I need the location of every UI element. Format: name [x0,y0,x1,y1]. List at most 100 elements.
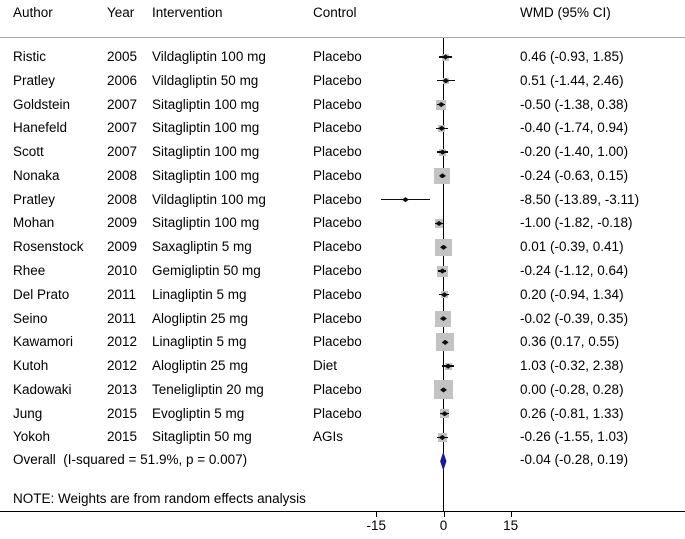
year-cell: 2009 [107,215,138,231]
author-cell: Jung [13,405,43,421]
point-marker [401,197,409,203]
intervention-cell: Linagliptin 5 mg [152,286,247,302]
point-marker [437,101,445,108]
column-header-control: Control [313,5,357,20]
year-cell: 2012 [107,358,138,374]
header-divider-line [0,37,685,38]
year-cell: 2006 [107,72,138,88]
wmd-cell: 0.46 (-0.93, 1.85) [520,49,624,64]
author-cell: Rhee [13,263,46,279]
axis-line [0,511,685,513]
wmd-cell: -0.20 (-1.40, 1.00) [520,144,629,160]
year-cell: 2013 [107,381,138,397]
wmd-cell: -8.50 (-13.89, -3.11) [520,191,640,207]
axis-tick-label: 0 [439,518,448,533]
point-marker [438,268,446,274]
control-cell: Placebo [313,286,362,302]
column-header-wmd: WMD (95% CI) [520,5,611,20]
column-header-intervention: Intervention [152,5,223,20]
overall-label: Overall (I-squared = 51.9%, p = 0.007) [13,452,248,467]
wmd-cell: 0.00 (-0.28, 0.28) [520,381,624,397]
year-cell: 2012 [107,334,138,350]
author-cell: Yokoh [13,429,51,445]
year-cell: 2007 [107,96,138,112]
control-cell: Placebo [313,191,362,207]
author-cell: Kutoh [13,358,49,374]
overall-diamond-shape [440,451,447,471]
author-cell: Kawamori [13,334,74,350]
intervention-cell: Teneligliptin 20 mg [152,381,264,397]
intervention-cell: Sitagliptin 100 mg [152,215,260,231]
year-cell: 2011 [107,310,137,326]
control-cell: Diet [313,358,338,374]
intervention-cell: Evogliptin 5 mg [152,405,245,421]
control-cell: Placebo [313,334,362,350]
intervention-cell: Gemigliptin 50 mg [152,263,261,279]
intervention-cell: Vildagliptin 100 mg [152,49,266,64]
author-cell: Rosenstock [13,239,84,255]
intervention-cell: Sitagliptin 100 mg [152,96,260,112]
year-cell: 2015 [107,429,138,445]
wmd-cell: -0.40 (-1.74, 0.94) [520,120,629,136]
author-cell: Pratley [13,191,56,207]
column-header-author: Author [13,5,53,20]
intervention-cell: Sitagliptin 100 mg [152,120,260,136]
year-cell: 2009 [107,239,138,255]
intervention-cell: Linagliptin 5 mg [152,334,247,350]
point-marker [439,149,447,155]
intervention-cell: Alogliptin 25 mg [152,358,249,374]
point-marker [439,315,447,322]
point-marker [438,434,446,441]
intervention-cell: Sitagliptin 100 mg [152,167,260,183]
author-cell: Scott [13,144,44,160]
wmd-cell: 0.26 (-0.81, 1.33) [520,405,624,421]
year-cell: 2008 [107,167,138,183]
year-cell: 2007 [107,144,138,160]
intervention-cell: Sitagliptin 100 mg [152,144,260,160]
point-marker [440,387,447,393]
axis-tick-mark [376,511,378,517]
author-cell: Mohan [13,215,55,231]
wmd-cell: -0.26 (-1.55, 1.03) [520,429,629,445]
author-cell: Seino [13,310,48,326]
control-cell: Placebo [313,167,362,183]
point-marker [441,339,449,345]
author-cell: Pratley [13,72,56,88]
intervention-cell: Vildagliptin 50 mg [152,72,259,88]
point-marker [438,173,446,179]
control-cell: Placebo [313,381,362,397]
point-marker [438,125,446,131]
author-cell: Hanefeld [13,120,68,136]
year-cell: 2010 [107,263,138,279]
author-cell: Del Prato [13,286,70,302]
point-marker [442,78,450,84]
wmd-cell: 0.20 (-0.94, 1.34) [520,286,624,302]
year-cell: 2015 [107,405,138,421]
wmd-cell: 0.36 (0.17, 0.55) [520,334,620,350]
control-cell: Placebo [313,215,362,231]
control-cell: Placebo [313,310,362,326]
point-marker [441,411,449,417]
intervention-cell: Alogliptin 25 mg [152,310,249,326]
control-cell: Placebo [313,144,362,160]
author-cell: Ristic [13,49,46,64]
control-cell: Placebo [313,72,362,88]
wmd-cell: -0.24 (-0.63, 0.15) [520,167,629,183]
point-marker [442,54,450,60]
column-header-year: Year [107,5,135,20]
control-cell: Placebo [313,263,362,279]
control-cell: Placebo [313,120,362,136]
control-cell: Placebo [313,96,362,112]
intervention-cell: Saxagliptin 5 mg [152,239,252,255]
author-cell: Goldstein [13,96,71,112]
point-marker [435,220,443,227]
wmd-cell: 1.03 (-0.32, 2.38) [520,358,624,374]
author-cell: Kadowaki [13,381,72,397]
intervention-cell: Vildagliptin 100 mg [152,191,266,207]
axis-tick-mark [510,511,512,517]
note-text: NOTE: Weights are from random effects an… [13,491,306,506]
axis-tick-label: -15 [366,518,387,533]
control-cell: Placebo [313,239,362,255]
year-cell: 2008 [107,191,138,207]
